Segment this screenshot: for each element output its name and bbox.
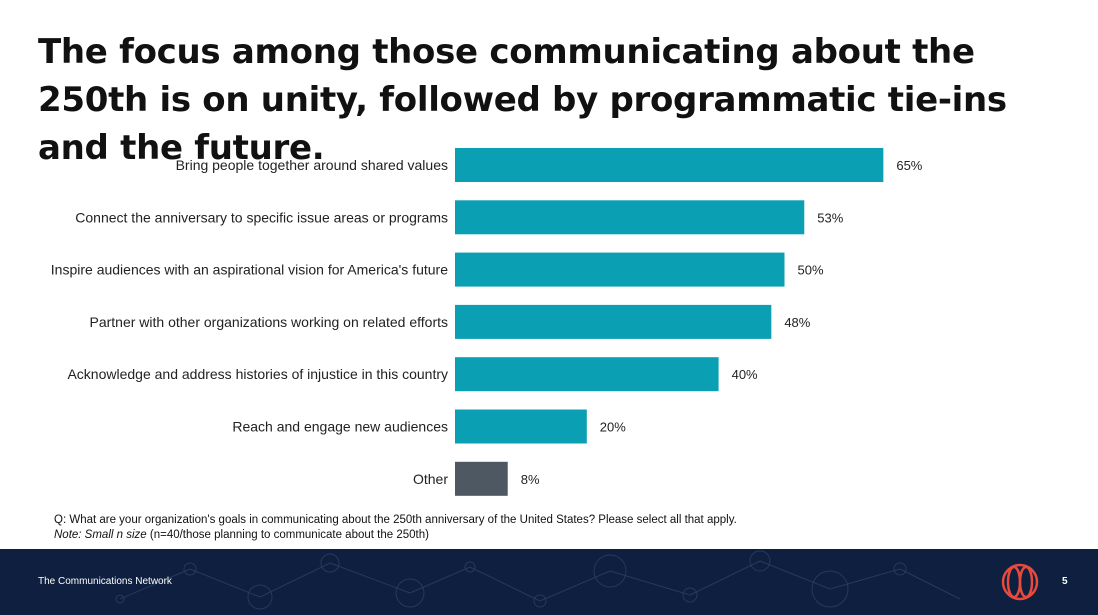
page-number: 5 (1062, 576, 1068, 587)
chart-notes: Q: What are your organization's goals in… (54, 513, 737, 543)
value-label: 20% (600, 420, 626, 435)
sample-note: Note: Small n size (n=40/those planning … (54, 528, 737, 543)
value-label: 8% (521, 472, 540, 487)
category-label: Partner with other organizations working… (90, 314, 449, 330)
bar-chart: Bring people together around shared valu… (51, 148, 923, 496)
bar (455, 304, 772, 339)
value-label: 65% (896, 158, 922, 173)
category-label: Acknowledge and address histories of inj… (67, 366, 448, 382)
category-label: Bring people together around shared valu… (176, 157, 448, 173)
bar (455, 461, 508, 496)
category-label: Inspire audiences with an aspirational v… (51, 262, 448, 278)
bar (455, 409, 587, 444)
category-label: Reach and engage new audiences (232, 419, 448, 435)
value-label: 50% (798, 263, 824, 278)
category-label: Other (413, 471, 448, 487)
survey-question: Q: What are your organization's goals in… (54, 514, 737, 526)
bar (455, 148, 884, 182)
sample-note-prefix: Note: Small n size (54, 529, 147, 541)
footer-bar: The Communications Network 5 (0, 549, 1098, 615)
value-label: 53% (817, 210, 843, 225)
value-label: 40% (732, 367, 758, 382)
footer-org-name: The Communications Network (38, 576, 172, 587)
bar (455, 357, 719, 392)
slide-title: The focus among those communicating abou… (38, 32, 1007, 168)
communications-network-logo-icon (1001, 563, 1039, 601)
bar (455, 200, 805, 235)
network-background-pattern (115, 550, 961, 610)
value-label: 48% (784, 315, 810, 330)
bar (455, 252, 785, 287)
sample-note-rest: (n=40/those planning to communicate abou… (146, 529, 429, 541)
category-label: Connect the anniversary to specific issu… (75, 209, 448, 225)
